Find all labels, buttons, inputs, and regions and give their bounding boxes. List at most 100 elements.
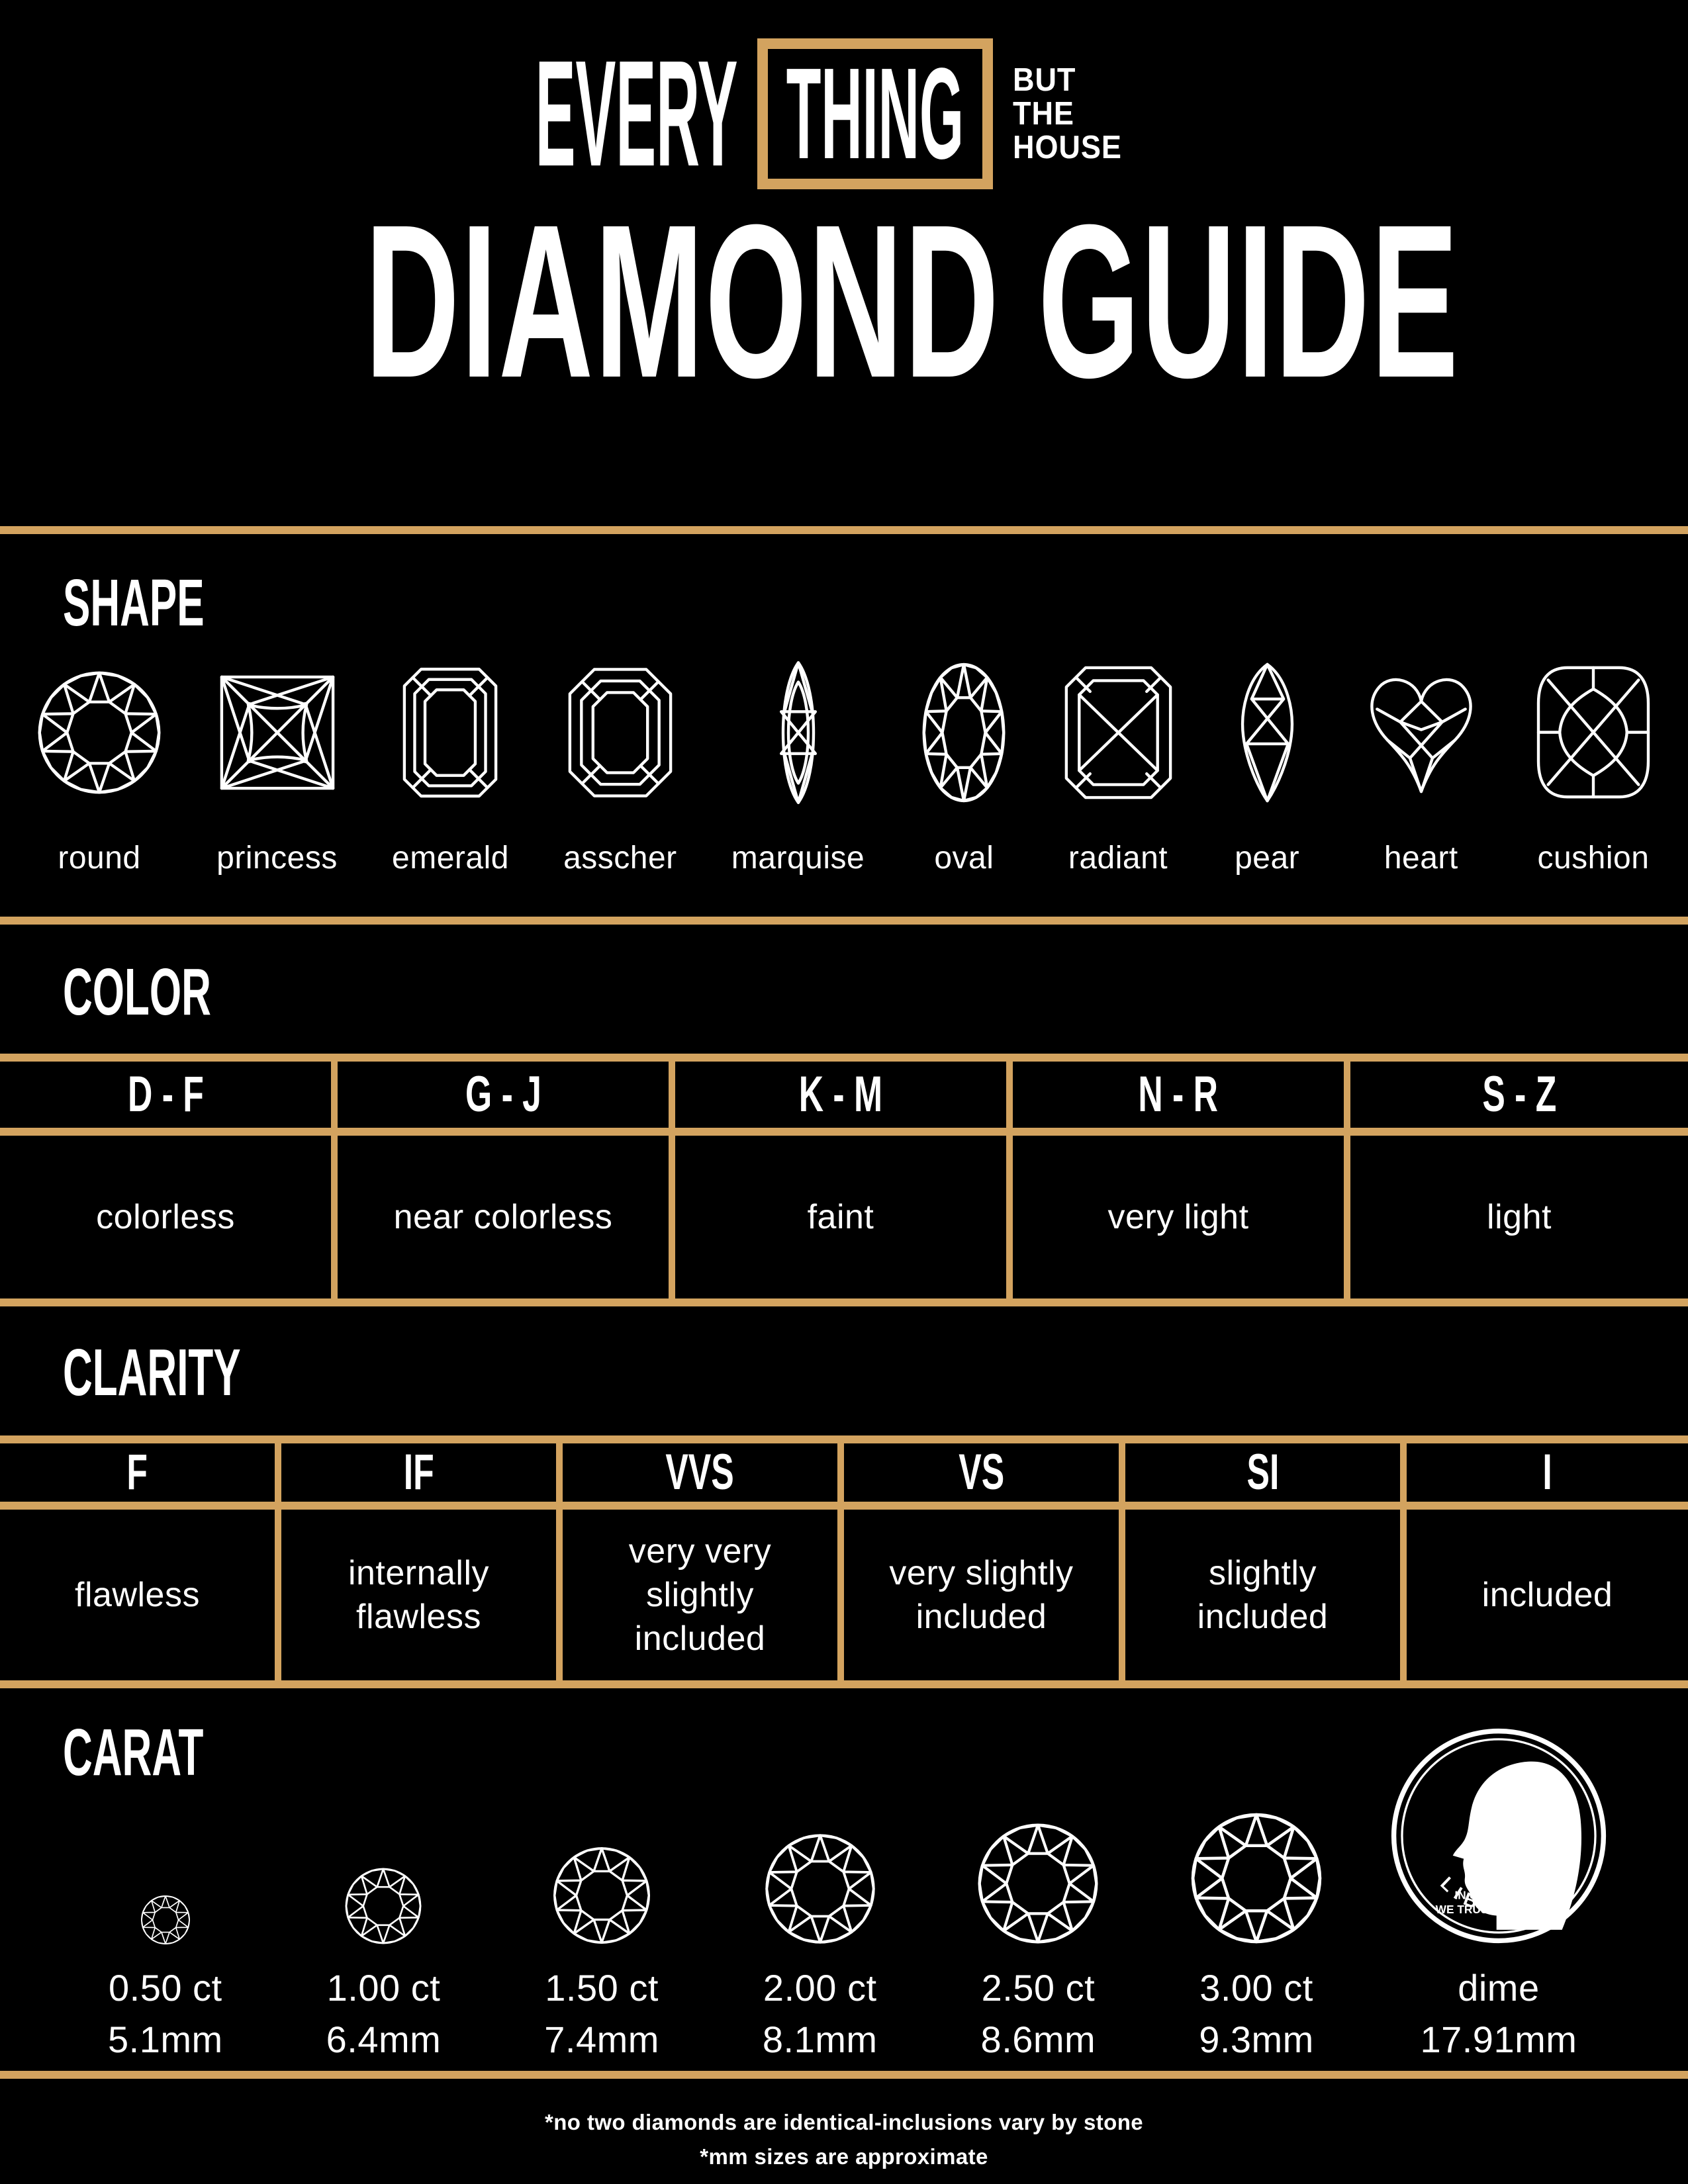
carat-row: 0.50 ct 5.1mm 1.00 ct 6.4mm 1.50 ct 7.4m… — [0, 1727, 1688, 2066]
marquise-diamond-icon — [761, 638, 835, 827]
dime-motto-line1: IN GOD — [1454, 1889, 1495, 1902]
shape-label: marquise — [731, 841, 865, 876]
color-desc-cell: light — [1487, 1198, 1552, 1236]
clarity-grade-cell: F — [0, 1443, 281, 1510]
shape-item-round: round — [36, 638, 162, 878]
footnote-mm-sizes: *mm sizes are approximate — [700, 2144, 988, 2169]
carat-labels: 2.50 ct 8.6mm — [981, 1962, 1096, 2066]
color-table-header: D - F G - J K - M N - R S - Z — [0, 1062, 1688, 1136]
dime-coin-icon: LIBERTY IN GOD WE TRUST 2022 — [1391, 1728, 1607, 1944]
footnote-inclusions: *no two diamonds are identical-inclusion… — [544, 2110, 1144, 2134]
carat-section: CARAT 0.50 ct 5.1mm 1.00 ct 6.4mm — [0, 1688, 1688, 2071]
carat-mm: 7.4mm — [544, 2019, 659, 2060]
gold-divider — [0, 917, 1688, 925]
color-grade-cell: D - F — [0, 1062, 338, 1136]
carat-item-250: 2.50 ct 8.6mm — [929, 1822, 1148, 2066]
clarity-desc-cell: flawless — [0, 1510, 281, 1680]
carat-mm: 8.1mm — [762, 2019, 878, 2060]
carat-mm: 8.6mm — [980, 2019, 1096, 2060]
clarity-grade-cell: IF — [281, 1443, 563, 1510]
pear-diamond-icon — [1227, 638, 1307, 827]
dime-motto-line2: WE TRUST — [1436, 1903, 1496, 1916]
shape-item-pear: pear — [1227, 638, 1307, 878]
clarity-table-body: flawless internally flawless very very s… — [0, 1510, 1688, 1680]
carat-item-dime: LIBERTY IN GOD WE TRUST 2022 dime 17.91m… — [1366, 1727, 1632, 2066]
carat-weight: 0.50 ct — [109, 1967, 222, 2009]
roosevelt-profile-silhouette — [1452, 1761, 1581, 1930]
header: EVERY THING BUT THE HOUSE DIAMOND GUIDE — [0, 0, 1688, 526]
color-grade-cell: N - R — [1013, 1062, 1350, 1136]
clarity-desc-cell: very very slightly included — [563, 1510, 844, 1680]
carat-weight: 3.00 ct — [1199, 1967, 1313, 2009]
round-diamond-icon — [36, 638, 162, 827]
clarity-heading: CLARITY — [63, 1336, 241, 1410]
carat-mm: 5.1mm — [107, 2019, 223, 2060]
clarity-table-header: F IF VVS VS SI I — [0, 1443, 1688, 1510]
logo-word-every: EVERY — [535, 38, 737, 189]
logo-every-text: EVERY — [535, 30, 737, 198]
logo-suffix-line: BUT — [1013, 62, 1076, 98]
clarity-desc-cell: internally flawless — [281, 1510, 563, 1680]
round-diamond-icon — [1191, 1813, 1322, 1944]
shape-item-cushion: cushion — [1535, 638, 1652, 878]
shape-section: SHAPE round princess — [0, 534, 1688, 917]
carat-weight: 2.00 ct — [763, 1967, 877, 2009]
shape-label: pear — [1235, 841, 1300, 876]
color-table: D - F G - J K - M N - R S - Z colorless … — [0, 1054, 1688, 1306]
cushion-diamond-icon — [1535, 638, 1652, 827]
oval-diamond-icon — [919, 638, 1009, 827]
shape-label: radiant — [1068, 841, 1168, 876]
clarity-grade-cell: VVS — [563, 1443, 844, 1510]
carat-mm: 9.3mm — [1199, 2019, 1314, 2060]
color-desc-cell: faint — [675, 1136, 1013, 1298]
logo-suffix-line: HOUSE — [1013, 129, 1122, 165]
carat-item-050: 0.50 ct 5.1mm — [56, 1895, 275, 2066]
carat-labels: 1.00 ct 6.4mm — [326, 1962, 442, 2066]
shape-label: heart — [1383, 841, 1458, 876]
carat-labels: 1.50 ct 7.4mm — [544, 1962, 659, 2066]
shape-item-emerald: emerald — [392, 638, 509, 878]
gold-divider — [0, 2071, 1688, 2079]
clarity-desc-cell: slightly included — [1125, 1510, 1407, 1680]
emerald-diamond-icon — [402, 638, 498, 827]
shape-label: cushion — [1537, 841, 1650, 876]
shape-label: princess — [216, 841, 338, 876]
color-section: COLOR D - F G - J K - M N - R S - Z colo… — [0, 925, 1688, 1306]
shape-heading: SHAPE — [63, 566, 205, 640]
logo-but-the-house: BUT THE HOUSE — [1013, 62, 1139, 165]
carat-weight: 1.50 ct — [545, 1967, 659, 2009]
shape-row: round princess — [0, 638, 1688, 878]
color-heading: COLOR — [63, 955, 211, 1029]
color-grade-cell: S - Z — [1350, 1062, 1688, 1136]
color-grade-cell: K - M — [675, 1062, 1013, 1136]
shape-label: emerald — [392, 841, 509, 876]
ebth-logo: EVERY THING BUT THE HOUSE — [0, 0, 1688, 189]
color-table-body: colorless near colorless faint very ligh… — [0, 1136, 1688, 1298]
clarity-section: CLARITY F IF VVS VS SI I flawless intern… — [0, 1306, 1688, 1688]
shape-label: asscher — [563, 841, 677, 876]
carat-labels: 3.00 ct 9.3mm — [1199, 1962, 1314, 2066]
page-title: DIAMOND GUIDE — [365, 179, 1460, 423]
color-desc-cell: near colorless — [338, 1136, 675, 1298]
footer: *no two diamonds are identical-inclusion… — [0, 2079, 1688, 2174]
shape-item-marquise: marquise — [731, 638, 865, 878]
carat-labels: 2.00 ct 8.1mm — [763, 1962, 878, 2066]
gold-divider — [0, 526, 1688, 534]
carat-weight: dime — [1458, 1967, 1540, 2009]
shape-item-heart: heart — [1362, 638, 1481, 878]
asscher-diamond-icon — [567, 638, 673, 827]
round-diamond-icon — [553, 1847, 651, 1944]
round-diamond-icon — [140, 1895, 190, 1944]
carat-labels: dime 17.91mm — [1420, 1962, 1577, 2066]
clarity-grade-cell: VS — [844, 1443, 1125, 1510]
round-diamond-icon — [346, 1868, 422, 1944]
carat-item-150: 1.50 ct 7.4mm — [492, 1846, 711, 2066]
shape-item-radiant: radiant — [1064, 638, 1173, 878]
carat-heading: CARAT — [63, 1715, 204, 1790]
carat-weight: 1.00 ct — [326, 1967, 441, 2009]
shape-label: round — [58, 841, 141, 876]
carat-item-300: 3.00 ct 9.3mm — [1147, 1811, 1366, 2066]
heart-diamond-icon — [1362, 638, 1481, 827]
color-desc-cell: colorless — [0, 1136, 338, 1298]
